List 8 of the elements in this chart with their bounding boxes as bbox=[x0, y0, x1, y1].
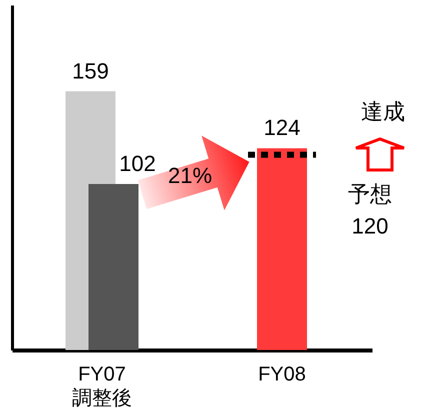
x-tick-label: FY08 bbox=[258, 364, 306, 386]
annotation: 21% bbox=[168, 163, 212, 188]
data-label: 102 bbox=[119, 151, 156, 176]
data-label: 159 bbox=[72, 58, 109, 84]
annotation: 達成 bbox=[361, 99, 405, 124]
data-label: 124 bbox=[264, 115, 300, 140]
x-tick-label: FY07 調整後 bbox=[72, 364, 132, 410]
ref-line-label: 予想 120 bbox=[348, 182, 392, 239]
